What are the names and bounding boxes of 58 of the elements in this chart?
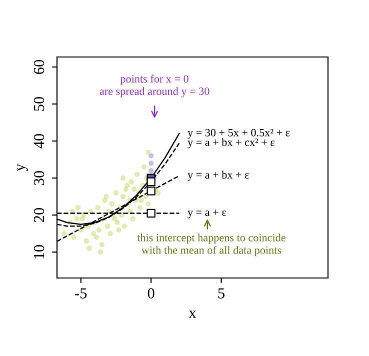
point bbox=[116, 227, 122, 232]
point bbox=[94, 234, 99, 240]
point bbox=[74, 216, 80, 222]
annotation: this intercept happens to coincide with the mean of all data points bbox=[137, 234, 286, 256]
point bbox=[146, 177, 156, 186]
point bbox=[134, 172, 140, 177]
point bbox=[146, 208, 156, 218]
point bbox=[113, 190, 119, 196]
annotation: y = a + ε bbox=[188, 210, 226, 218]
point bbox=[114, 220, 120, 226]
y-tick-label: 40 bbox=[34, 134, 44, 148]
point bbox=[104, 194, 109, 200]
point bbox=[124, 182, 130, 188]
point bbox=[128, 179, 134, 184]
annotation: points for x = 0 are spread around y = 30 bbox=[100, 74, 210, 98]
point bbox=[122, 224, 127, 229]
point bbox=[86, 246, 92, 251]
point bbox=[120, 194, 126, 200]
point bbox=[148, 153, 154, 158]
y-tick-label: 10 bbox=[34, 245, 44, 258]
x-tick-label: 5 bbox=[218, 288, 225, 298]
point bbox=[84, 238, 90, 244]
point bbox=[148, 160, 154, 166]
point bbox=[98, 249, 104, 255]
point bbox=[61, 230, 67, 236]
point bbox=[130, 216, 136, 222]
point bbox=[146, 201, 151, 207]
point bbox=[142, 194, 148, 200]
point bbox=[156, 190, 161, 196]
y-tick-label: 30 bbox=[34, 170, 44, 185]
annotation: y = a + bx + ε bbox=[188, 170, 249, 181]
point bbox=[120, 175, 126, 181]
y-tick-label: 50 bbox=[34, 96, 44, 111]
point bbox=[109, 201, 114, 207]
point bbox=[137, 205, 142, 210]
x-tick-label: -5 bbox=[75, 288, 87, 298]
point bbox=[96, 227, 102, 232]
y-tick-label: 60 bbox=[34, 60, 44, 74]
point bbox=[75, 205, 81, 210]
point bbox=[104, 224, 110, 229]
point bbox=[90, 230, 96, 236]
annotation: y = a + bx + cx² + ε bbox=[188, 138, 275, 148]
point bbox=[146, 186, 156, 196]
point bbox=[99, 242, 105, 248]
point bbox=[71, 234, 76, 240]
x-axis-title: x bbox=[188, 310, 196, 318]
point bbox=[80, 216, 85, 222]
point bbox=[95, 205, 100, 210]
point bbox=[146, 150, 151, 155]
x-tick-label: 0 bbox=[148, 288, 154, 298]
y-axis-title: y bbox=[18, 164, 28, 172]
point bbox=[141, 164, 147, 170]
point bbox=[108, 230, 113, 236]
annotation: y = 30 + 5x + 0.5x² + ε bbox=[188, 128, 290, 139]
point bbox=[138, 198, 144, 203]
point bbox=[132, 186, 137, 192]
point bbox=[148, 168, 154, 174]
y-tick-label: 20 bbox=[34, 208, 44, 222]
